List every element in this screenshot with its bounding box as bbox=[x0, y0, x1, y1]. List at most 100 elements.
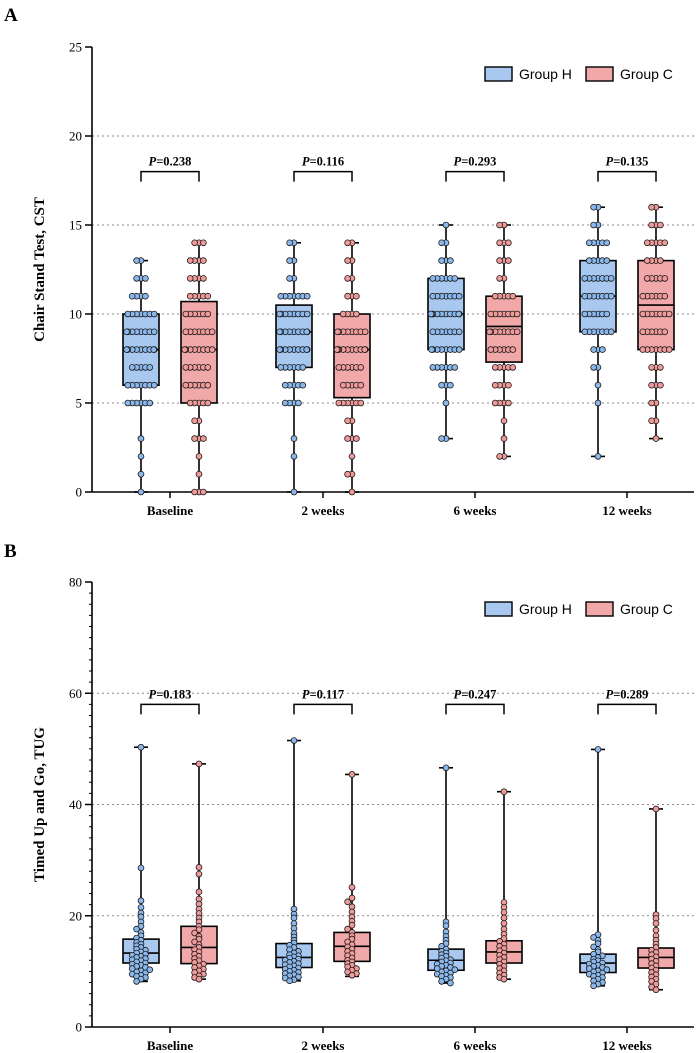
data-point bbox=[281, 399, 289, 407]
data-point bbox=[594, 381, 602, 389]
data-point bbox=[652, 805, 660, 813]
p-value-number: =0.116 bbox=[310, 155, 345, 169]
box-group-c bbox=[637, 203, 675, 442]
panel-label-a: A bbox=[4, 5, 18, 26]
data-point bbox=[661, 275, 669, 282]
data-point bbox=[594, 399, 602, 407]
data-point bbox=[429, 275, 437, 282]
data-point bbox=[438, 239, 445, 247]
data-point bbox=[137, 435, 145, 442]
data-point bbox=[455, 346, 463, 353]
data-point bbox=[353, 310, 360, 318]
data-point bbox=[500, 417, 508, 425]
data-point bbox=[348, 971, 356, 979]
data-point bbox=[657, 221, 664, 229]
data-point bbox=[357, 399, 365, 407]
box-group-h bbox=[122, 257, 160, 496]
data-point bbox=[344, 968, 351, 976]
data-point bbox=[357, 364, 365, 371]
data-point bbox=[344, 470, 351, 478]
data-point bbox=[513, 310, 521, 318]
data-point bbox=[438, 257, 445, 264]
data-point bbox=[581, 292, 589, 300]
significance-bracket: P=0.293 bbox=[445, 155, 505, 182]
data-point bbox=[290, 435, 298, 442]
data-point bbox=[455, 310, 463, 318]
data-point bbox=[128, 292, 136, 300]
data-point bbox=[590, 221, 597, 229]
data-point bbox=[195, 926, 203, 933]
data-point bbox=[438, 435, 445, 442]
data-point bbox=[505, 257, 512, 264]
data-point bbox=[500, 975, 508, 983]
data-point bbox=[451, 966, 459, 974]
data-point bbox=[348, 771, 356, 778]
box-group-c bbox=[180, 760, 218, 983]
significance-bracket: P=0.238 bbox=[140, 155, 200, 182]
data-point bbox=[195, 870, 203, 878]
y-tick-label: 40 bbox=[69, 797, 82, 812]
data-point bbox=[455, 328, 463, 336]
data-point bbox=[123, 346, 130, 353]
data-point bbox=[657, 364, 664, 371]
p-value-symbol: P bbox=[302, 687, 310, 701]
data-point bbox=[204, 399, 212, 407]
data-point bbox=[200, 275, 207, 282]
data-point bbox=[451, 275, 459, 282]
p-value-label: P=0.183 bbox=[149, 687, 192, 701]
data-point bbox=[451, 364, 459, 371]
data-point bbox=[438, 978, 445, 985]
data-point bbox=[590, 346, 597, 353]
y-tick-label: 20 bbox=[69, 129, 82, 144]
data-point bbox=[500, 909, 508, 916]
data-point bbox=[339, 381, 347, 389]
data-point bbox=[344, 435, 351, 442]
data-point bbox=[286, 275, 293, 282]
data-point bbox=[186, 399, 194, 407]
data-point bbox=[353, 435, 360, 442]
data-point bbox=[276, 328, 283, 336]
data-point bbox=[491, 399, 499, 407]
data-point bbox=[182, 328, 190, 336]
data-point bbox=[133, 257, 140, 264]
data-point bbox=[665, 346, 673, 353]
data-point bbox=[607, 292, 615, 300]
legend-swatch-group-c bbox=[585, 601, 614, 617]
box-group-c bbox=[637, 805, 675, 994]
y-axis-title: Chair Stand Test, CST bbox=[32, 197, 48, 342]
p-value-symbol: P bbox=[606, 155, 614, 169]
data-point bbox=[599, 346, 606, 353]
data-point bbox=[447, 381, 454, 389]
data-point bbox=[290, 914, 298, 922]
data-point bbox=[500, 914, 508, 922]
box-group-c bbox=[485, 221, 523, 460]
x-category-label: 2 weeks bbox=[302, 503, 345, 518]
data-point bbox=[276, 310, 283, 318]
data-point bbox=[505, 239, 512, 247]
data-point bbox=[361, 346, 369, 353]
y-tick-label: 5 bbox=[76, 396, 83, 411]
data-point bbox=[505, 399, 512, 407]
data-point bbox=[204, 292, 212, 300]
data-point bbox=[496, 257, 503, 264]
p-value-label: P=0.289 bbox=[606, 687, 649, 701]
data-point bbox=[182, 310, 190, 318]
data-point bbox=[186, 292, 194, 300]
data-point bbox=[648, 364, 655, 371]
data-point bbox=[137, 897, 145, 905]
data-point bbox=[513, 328, 521, 336]
data-point bbox=[191, 239, 198, 247]
data-point bbox=[648, 221, 655, 229]
data-point bbox=[299, 364, 307, 371]
data-point bbox=[361, 328, 369, 336]
bracket-line bbox=[445, 170, 505, 182]
x-category-label: 12 weeks bbox=[602, 503, 651, 518]
significance-bracket: P=0.117 bbox=[293, 687, 353, 715]
data-point bbox=[344, 292, 351, 300]
box-group-h bbox=[579, 203, 617, 460]
data-point bbox=[191, 435, 198, 442]
data-point bbox=[496, 221, 503, 229]
data-point bbox=[594, 453, 602, 460]
legend-label-group-c: Group C bbox=[620, 66, 673, 82]
data-point bbox=[447, 979, 454, 987]
